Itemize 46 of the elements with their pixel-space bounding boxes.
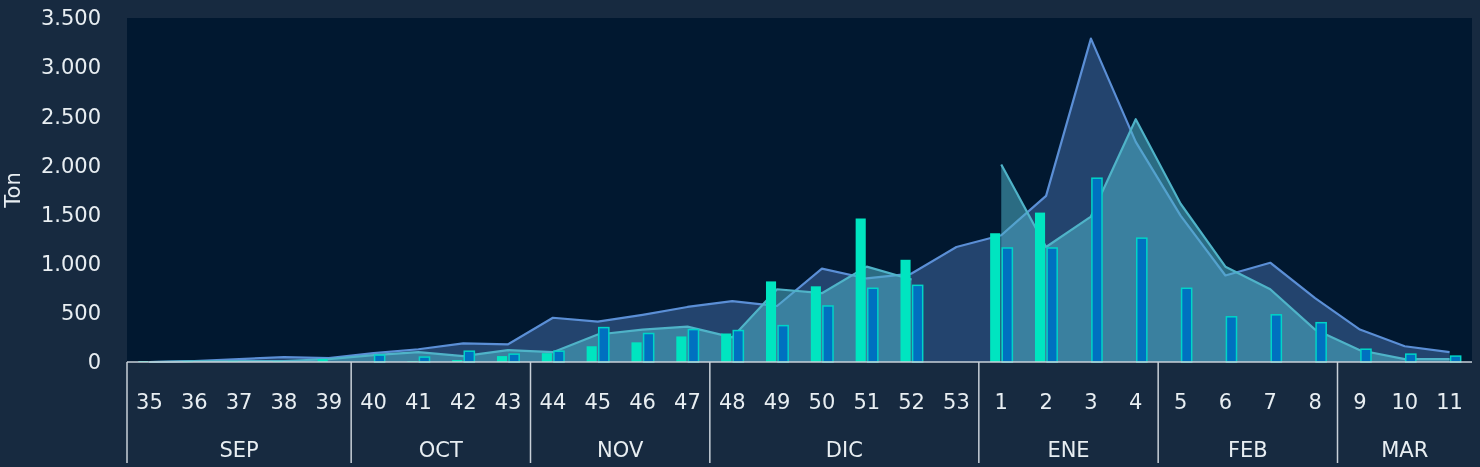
y-tick-label: 0 [87, 350, 101, 375]
y-tick-label: 1.000 [40, 252, 101, 277]
x-tick-label: 39 [315, 390, 343, 415]
y-tick-label: 3.500 [40, 6, 101, 31]
x-tick-label: 35 [136, 390, 163, 415]
x-tick-label: 50 [808, 390, 836, 415]
x-tick-label: 49 [763, 390, 791, 415]
x-tick-label: 7 [1263, 390, 1277, 415]
x-tick-label: 53 [943, 390, 970, 415]
x-tick-label: 41 [405, 390, 432, 415]
x-tick-label: 2 [1039, 390, 1053, 415]
text: OCT [418, 438, 464, 463]
y-tick-label: 500 [60, 301, 101, 326]
text: MAR [1381, 438, 1429, 463]
x-tick-label: 3 [1084, 390, 1098, 415]
x-tick-label: 42 [449, 390, 477, 415]
x-tick-label: 46 [629, 390, 656, 415]
x-tick-label: 37 [225, 390, 253, 415]
x-tick-label: 52 [898, 390, 925, 415]
text: DIC [825, 438, 863, 463]
x-tick-label: 38 [270, 390, 298, 415]
x-tick-label: 48 [718, 390, 746, 415]
x-tick-label: 10 [1391, 390, 1419, 415]
y-tick-label: 3.000 [40, 55, 101, 80]
x-tick-label: 40 [360, 390, 387, 415]
x-tick-label: 9 [1353, 390, 1367, 415]
y-tick-label: 2.000 [40, 153, 101, 178]
x-tick-label: 8 [1308, 390, 1322, 415]
x-tick-label: 45 [584, 390, 612, 415]
x-tick-label: 44 [539, 390, 567, 415]
x-tick-label: 4 [1129, 390, 1143, 415]
text: NOV [597, 438, 644, 463]
x-tick-label: 43 [494, 390, 522, 415]
text: ENE [1047, 438, 1090, 463]
y-axis-title: Ton [1, 172, 25, 209]
text: FEB [1227, 438, 1268, 463]
x-tick-label: 11 [1436, 390, 1463, 415]
x-tick-label: 5 [1173, 390, 1188, 415]
x-tick-label: 51 [853, 390, 881, 415]
x-tick-label: 6 [1218, 390, 1233, 415]
x-tick-label: 1 [994, 390, 1008, 415]
y-tick-label: 2.500 [40, 104, 101, 129]
text: SEP [219, 438, 259, 463]
y-tick-label: 1.500 [40, 202, 101, 227]
x-tick-label: 47 [674, 390, 701, 415]
x-tick-label: 36 [180, 390, 208, 415]
